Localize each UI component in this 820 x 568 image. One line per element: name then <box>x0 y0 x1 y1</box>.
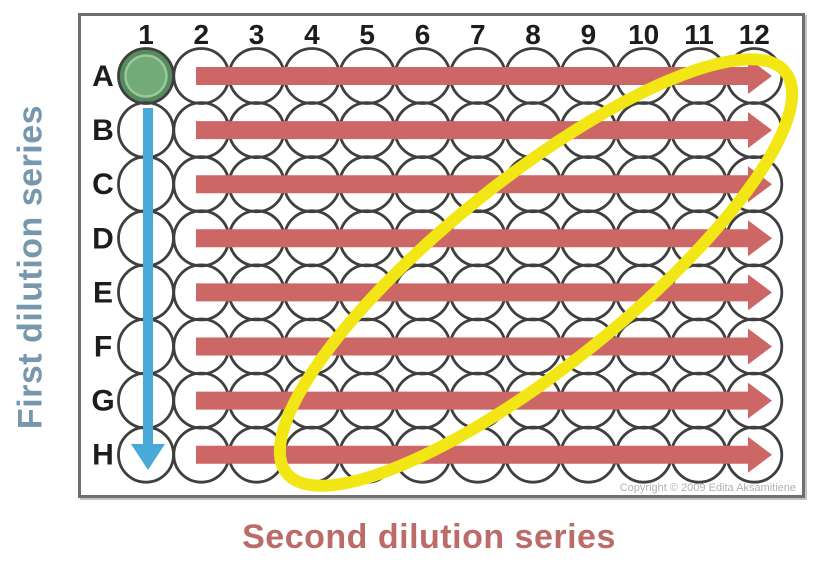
row-header-D: D <box>92 222 114 255</box>
column-header-9: 9 <box>581 19 597 50</box>
dilution-arrows <box>131 58 772 473</box>
horizontal-dilution-arrow-D <box>196 220 772 257</box>
row-header-B: B <box>92 114 114 147</box>
column-header-2: 2 <box>194 19 210 50</box>
column-header-1: 1 <box>138 19 154 50</box>
highlight-ellipse <box>273 53 799 492</box>
column-header-5: 5 <box>359 19 375 50</box>
column-header-11: 11 <box>684 19 714 50</box>
row-header-A: A <box>92 60 114 93</box>
column-header-10: 10 <box>628 19 659 50</box>
vertical-dilution-arrow <box>131 108 165 470</box>
horizontal-dilution-arrow-E <box>196 274 772 311</box>
row-header-E: E <box>93 276 113 309</box>
column-header-4: 4 <box>304 19 320 50</box>
copyright-text: Copyright © 2009 Edita Aksamitiene <box>620 482 796 494</box>
row-header-G: G <box>91 385 114 418</box>
horizontal-dilution-arrow-G <box>196 382 772 419</box>
column-header-6: 6 <box>415 19 431 50</box>
column-header-7: 7 <box>470 19 486 50</box>
horizontal-dilution-arrow-C <box>196 166 772 203</box>
row-header-H: H <box>92 439 114 472</box>
column-header-3: 3 <box>249 19 265 50</box>
column-headers: 1 2 3 4 5 6 7 8 9 10 11 12 <box>138 19 770 50</box>
column-header-8: 8 <box>525 19 541 50</box>
row-header-C: C <box>92 168 114 201</box>
horizontal-dilution-arrow-H <box>196 436 772 473</box>
bottom-axis-label: Second dilution series <box>242 518 616 556</box>
horizontal-dilution-arrow-A <box>196 58 772 94</box>
well-A1-filled <box>117 47 175 105</box>
column-header-12: 12 <box>739 19 770 50</box>
horizontal-dilution-arrow-B <box>196 112 772 149</box>
row-header-F: F <box>94 331 112 364</box>
